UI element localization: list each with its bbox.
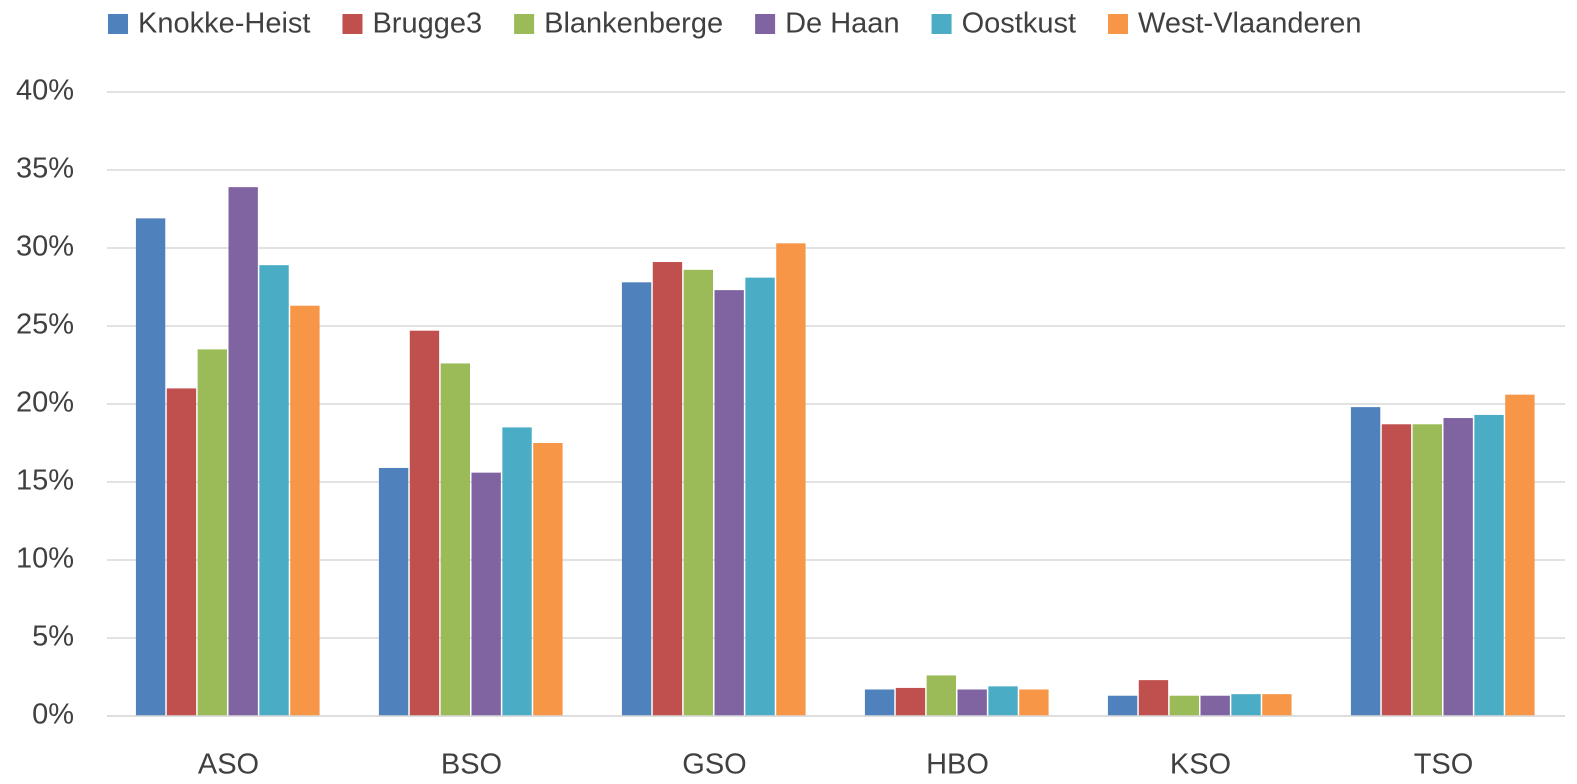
bar: [895, 687, 926, 716]
bar: [1200, 695, 1230, 716]
legend-swatch: [931, 14, 952, 34]
bar: [1019, 689, 1049, 716]
x-tick-label: KSO: [1170, 749, 1231, 781]
legend-swatch: [108, 14, 128, 34]
legend-swatch: [514, 14, 535, 34]
bar: [1138, 680, 1169, 716]
bar: [957, 689, 987, 716]
bar: [714, 290, 744, 716]
bar: [1350, 407, 1381, 716]
legend-label: De Haan: [785, 8, 899, 40]
legend-swatch: [1108, 14, 1129, 34]
x-tick-label: BSO: [441, 749, 502, 781]
bar: [440, 363, 470, 716]
bar: [228, 187, 258, 716]
bar: [1474, 414, 1504, 716]
bar: [1505, 394, 1535, 716]
legend-swatch: [755, 14, 776, 34]
legend-label: Knokke-Heist: [138, 8, 310, 40]
bar: [621, 282, 652, 716]
bar: [533, 443, 563, 716]
legend-label: Brugge3: [372, 8, 482, 40]
y-tick-label: 30%: [16, 231, 74, 263]
bar: [378, 467, 409, 716]
y-tick-label: 40%: [16, 75, 74, 107]
bar: [745, 277, 775, 716]
y-tick-label: 0%: [32, 699, 74, 731]
y-tick-label: 15%: [16, 465, 74, 497]
x-tick-label: HBO: [926, 749, 989, 781]
x-tick-label: GSO: [682, 749, 746, 781]
x-tick-label: ASO: [198, 749, 259, 781]
bar: [926, 675, 956, 716]
bar: [776, 243, 806, 716]
legend-label: West-Vlaanderen: [1138, 8, 1362, 40]
bar: [1169, 695, 1199, 716]
bar: [166, 388, 197, 716]
bar: [988, 686, 1018, 716]
bar: [197, 349, 227, 716]
bar: [135, 218, 166, 717]
bar: [652, 262, 683, 716]
bar: [864, 689, 895, 716]
bar: [259, 265, 289, 716]
y-tick-label: 5%: [32, 621, 74, 653]
bar: [290, 305, 320, 716]
bar: [1381, 424, 1412, 716]
bar: [1262, 694, 1292, 716]
bar: [1231, 694, 1261, 716]
bar: [471, 472, 501, 716]
bar: [683, 269, 713, 716]
x-tick-label: TSO: [1414, 749, 1474, 781]
bar: [502, 427, 532, 716]
y-tick-label: 35%: [16, 153, 74, 185]
y-tick-label: 20%: [16, 387, 74, 419]
bar: [1412, 424, 1442, 716]
bar: [1107, 695, 1138, 716]
bar: [409, 330, 440, 716]
legend-label: Blankenberge: [544, 8, 723, 40]
y-tick-label: 25%: [16, 309, 74, 341]
bar: [1443, 418, 1473, 716]
y-tick-label: 10%: [16, 543, 74, 575]
legend-label: Oostkust: [962, 8, 1076, 40]
legend-swatch: [342, 14, 363, 34]
